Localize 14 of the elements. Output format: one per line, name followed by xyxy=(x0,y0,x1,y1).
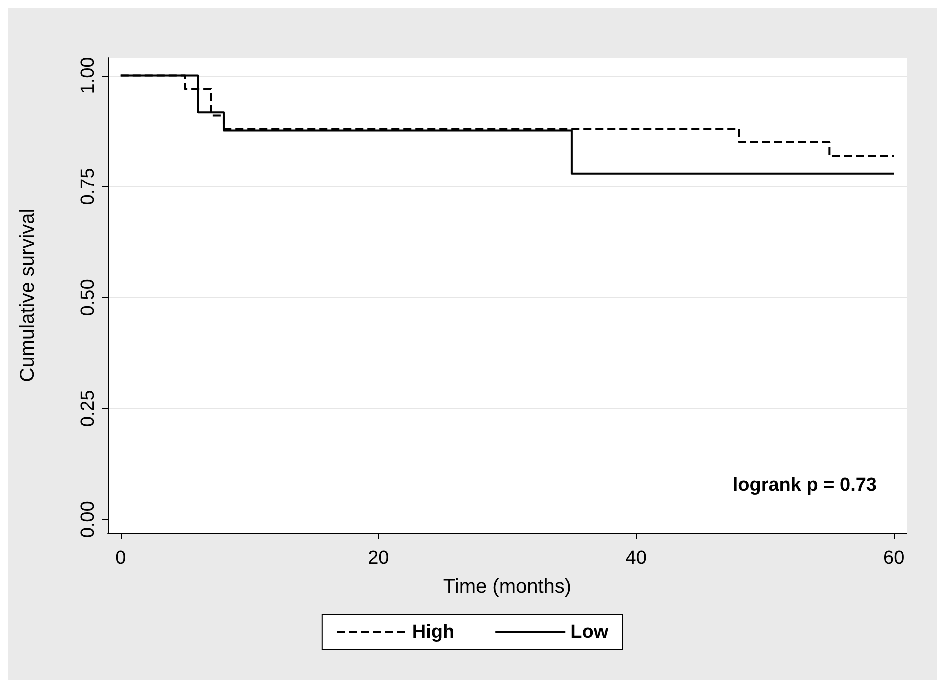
y-tick-label: 0.25 xyxy=(78,390,99,428)
y-axis-title: Cumulative survival xyxy=(17,208,39,382)
legend-label: High xyxy=(412,622,455,643)
x-tick-label: 60 xyxy=(884,548,905,569)
x-tick-label: 0 xyxy=(116,548,126,569)
legend-label: Low xyxy=(570,622,609,643)
y-tick-label: 1.00 xyxy=(78,57,99,94)
y-tick-label: 0.50 xyxy=(78,279,99,316)
annotation: logrank p = 0.73 xyxy=(732,475,878,496)
x-axis-title: Time (months) xyxy=(443,576,572,598)
y-tick-label: 0.00 xyxy=(78,501,99,538)
x-tick-label: 20 xyxy=(368,548,390,569)
y-tick-label: 0.75 xyxy=(78,168,99,206)
x-tick-label: 40 xyxy=(626,548,647,569)
